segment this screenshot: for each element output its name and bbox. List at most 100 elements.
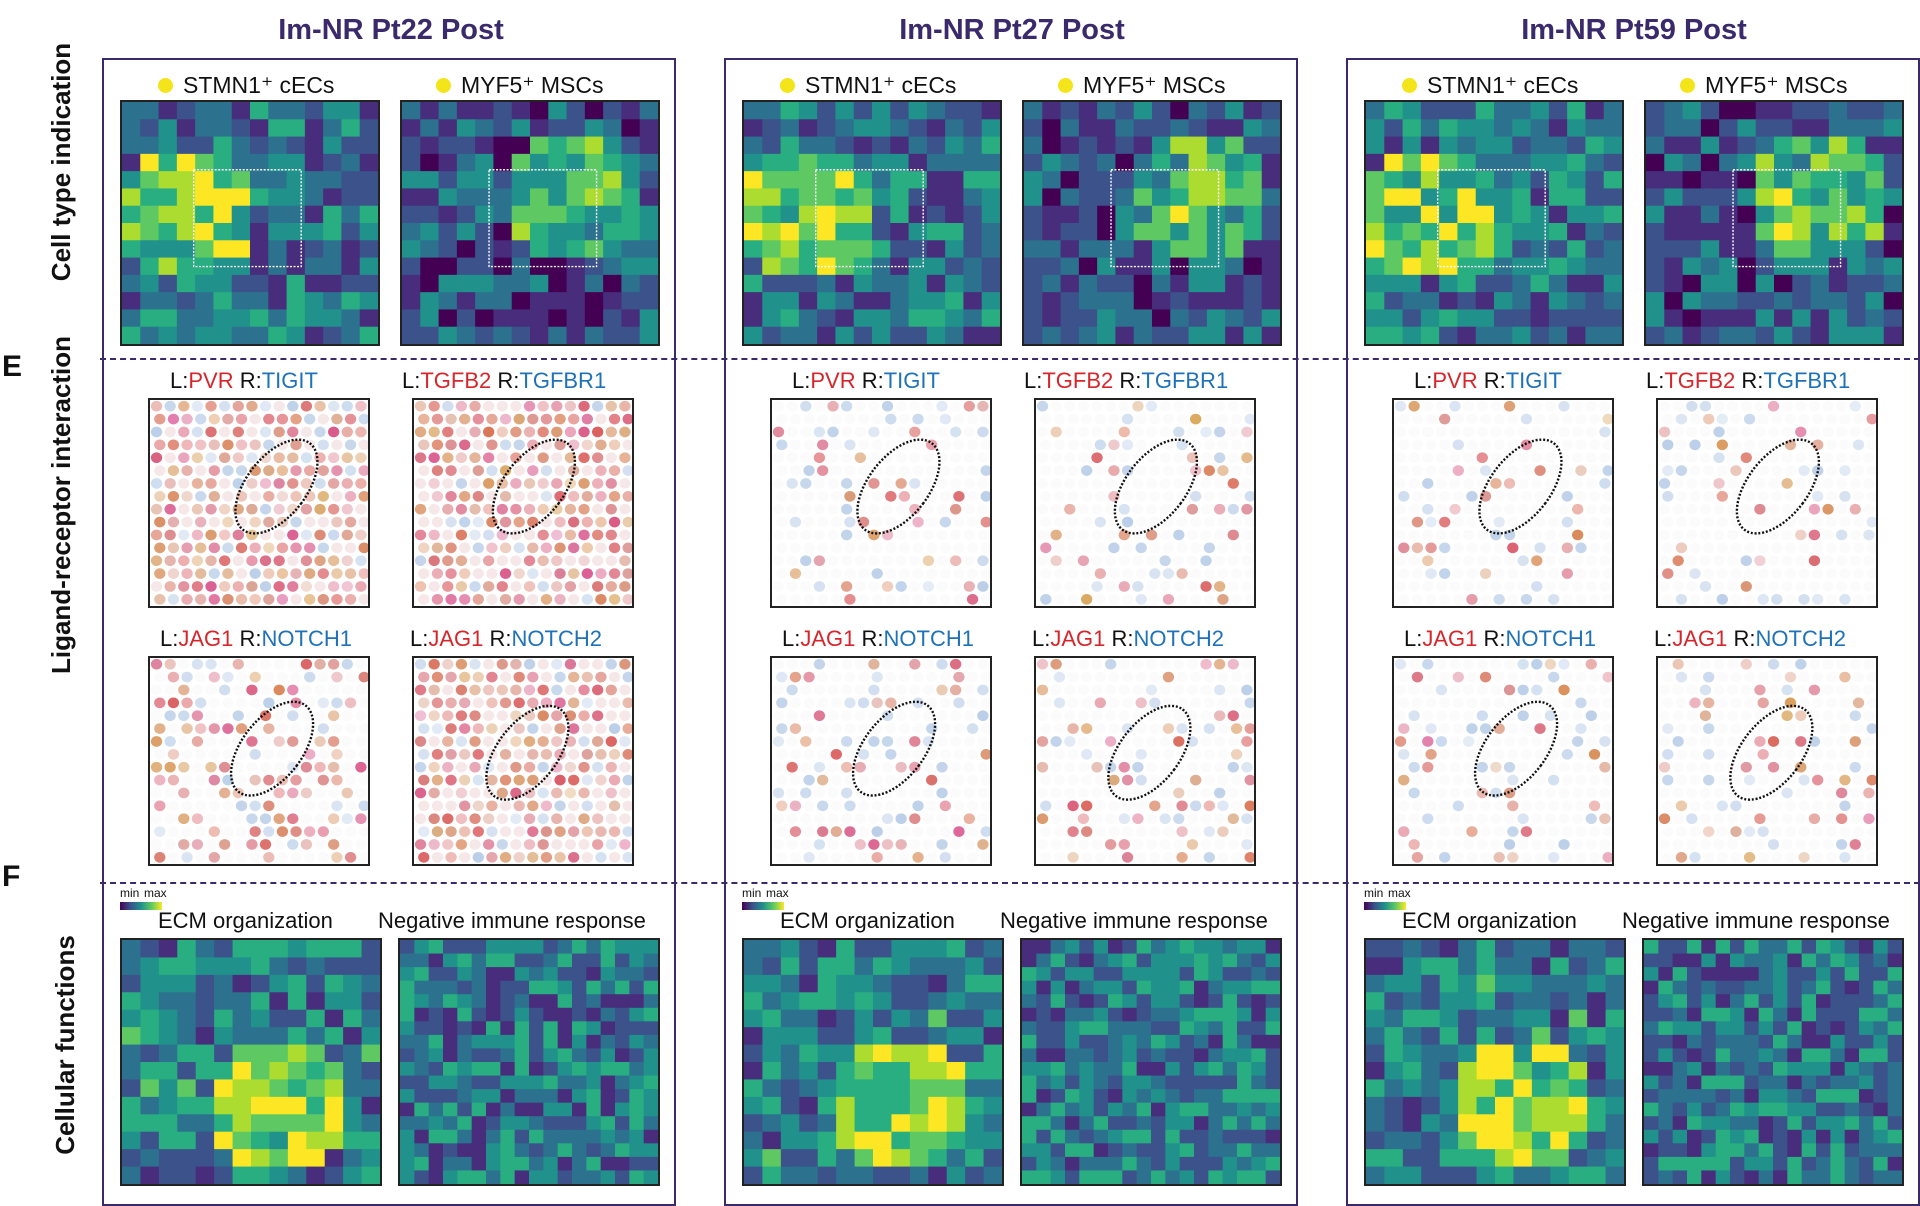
panel-title-pt22: Im-NR Pt22 Post [278, 14, 504, 46]
ligand-name: JAG1 [1422, 626, 1478, 651]
receptor-prefix: R: [1477, 368, 1506, 393]
func-map-ecm-pt59-map [1366, 940, 1624, 1184]
lr-map-tgfb2-tgfbr1-pt22-map [414, 400, 632, 605]
roi-box [1111, 170, 1219, 267]
ligand-name: JAG1 [1672, 626, 1728, 651]
celltype-myf5-pt27 [1022, 100, 1282, 346]
roi-box [816, 170, 924, 267]
ligand-prefix: L: [1414, 368, 1433, 393]
roi-box [489, 170, 597, 267]
lr-map-tgfb2-tgfbr1-pt59 [1656, 398, 1878, 608]
ligand-prefix: L: [402, 368, 421, 393]
receptor-prefix: R: [483, 626, 512, 651]
legend-myf5-pt59: MYF5⁺ MSCs [1680, 72, 1847, 99]
ligand-prefix: L: [170, 368, 189, 393]
colorbar-max-label: max [144, 886, 167, 900]
lr-label-jag1-notch1-pt27: L:JAG1 R:NOTCH1 [782, 626, 974, 652]
ligand-prefix: L: [410, 626, 429, 651]
ligand-prefix: L: [782, 626, 801, 651]
ligand-name: PVR [1432, 368, 1478, 393]
ligand-prefix: L: [1654, 626, 1673, 651]
lr-map-jag1-notch2-pt27 [1034, 656, 1256, 866]
receptor-name: NOTCH2 [1133, 626, 1224, 651]
lr-label-pvr-tigit-pt59: L:PVR R:TIGIT [1414, 368, 1562, 394]
legend-stmn1-pt22: STMN1⁺ cECs [158, 72, 334, 99]
celltype-stmn1-pt22 [120, 100, 380, 346]
legend-label: STMN1⁺ cECs [1427, 72, 1579, 98]
ligand-name: PVR [810, 368, 856, 393]
lr-map-jag1-notch1-pt22-map [150, 658, 368, 863]
roi-box [1733, 170, 1841, 267]
colorbar-min-label: min [1364, 886, 1384, 900]
lr-label-pvr-tigit-pt22: L:PVR R:TIGIT [170, 368, 318, 394]
func-map-immune-pt27 [1020, 938, 1282, 1186]
section-letter-f: F [2, 860, 21, 893]
lr-label-jag1-notch2-pt27: L:JAG1 R:NOTCH2 [1032, 626, 1224, 652]
celltype-stmn1-pt27 [742, 100, 1002, 346]
lr-label-jag1-notch1-pt59: L:JAG1 R:NOTCH1 [1404, 626, 1596, 652]
lr-map-jag1-notch1-pt59 [1392, 656, 1614, 866]
lr-label-pvr-tigit-pt27: L:PVR R:TIGIT [792, 368, 940, 394]
receptor-prefix: R: [233, 368, 262, 393]
celltype-myf5-pt22-map [402, 102, 658, 344]
receptor-prefix: R: [491, 368, 520, 393]
lr-map-pvr-tigit-pt27-map [772, 400, 990, 605]
roi-ellipse [476, 426, 591, 547]
func-text: ECM organization [780, 908, 955, 933]
func-map-immune-pt22 [398, 938, 660, 1186]
colorbar-pt22: min max [120, 886, 167, 912]
roi-ellipse [841, 426, 956, 547]
separator-f [100, 882, 1920, 884]
receptor-prefix: R: [1735, 368, 1764, 393]
func-map-ecm-pt27-map [744, 940, 1002, 1184]
func-label-immune-pt27: Negative immune response [1000, 908, 1268, 934]
row-label-ligand-receptor: Ligand-receptor interaction [46, 335, 76, 675]
receptor-name: TIGIT [261, 368, 318, 393]
lr-map-tgfb2-tgfbr1-pt22 [412, 398, 634, 608]
ligand-name: JAG1 [800, 626, 856, 651]
roi-box [1438, 170, 1546, 267]
ligand-prefix: L: [1032, 626, 1051, 651]
legend-dot-icon [1402, 78, 1417, 93]
receptor-name: NOTCH1 [883, 626, 974, 651]
separator-e [100, 358, 1920, 360]
receptor-name: TIGIT [883, 368, 940, 393]
colorbar-pt59: min max [1364, 886, 1411, 912]
func-map-ecm-pt22 [120, 938, 382, 1186]
roi-box [194, 170, 302, 267]
func-label-ecm-pt27: ECM organization [780, 908, 955, 934]
colorbar-min-label: min [120, 886, 140, 900]
func-map-immune-pt59-map [1644, 940, 1902, 1184]
receptor-name: NOTCH1 [261, 626, 352, 651]
lr-label-tgfb2-tgfbr1-pt59: L:TGFB2 R:TGFBR1 [1646, 368, 1850, 394]
ligand-name: JAG1 [1050, 626, 1106, 651]
ligand-prefix: L: [1024, 368, 1043, 393]
colorbar-pt27: min max [742, 886, 789, 912]
celltype-stmn1-pt59 [1364, 100, 1624, 346]
panel-title-pt27: Im-NR Pt27 Post [899, 14, 1125, 46]
roi-ellipse [1098, 426, 1213, 547]
lr-map-pvr-tigit-pt59-map [1394, 400, 1612, 605]
row-label-cell-type: Cell type indication [46, 42, 76, 282]
receptor-name: TGFBR1 [1141, 368, 1229, 393]
lr-map-pvr-tigit-pt59 [1392, 398, 1614, 608]
receptor-name: NOTCH2 [1755, 626, 1846, 651]
lr-map-jag1-notch2-pt22 [412, 656, 634, 866]
receptor-prefix: R: [1477, 626, 1506, 651]
celltype-myf5-pt59 [1644, 100, 1904, 346]
legend-dot-icon [1058, 78, 1073, 93]
roi-ellipse [215, 688, 330, 809]
lr-map-tgfb2-tgfbr1-pt27 [1034, 398, 1256, 608]
panel-title-pt59: Im-NR Pt59 Post [1521, 14, 1747, 46]
receptor-prefix: R: [1105, 626, 1134, 651]
ligand-prefix: L: [1646, 368, 1665, 393]
ligand-prefix: L: [1404, 626, 1423, 651]
roi-ellipse [1459, 688, 1574, 809]
lr-map-jag1-notch2-pt59-map [1658, 658, 1876, 863]
ligand-name: PVR [188, 368, 234, 393]
receptor-prefix: R: [855, 626, 884, 651]
panel-frame-pt22 [102, 58, 676, 1206]
legend-label: STMN1⁺ cECs [183, 72, 335, 98]
ligand-prefix: L: [160, 626, 179, 651]
roi-ellipse [1720, 426, 1835, 547]
